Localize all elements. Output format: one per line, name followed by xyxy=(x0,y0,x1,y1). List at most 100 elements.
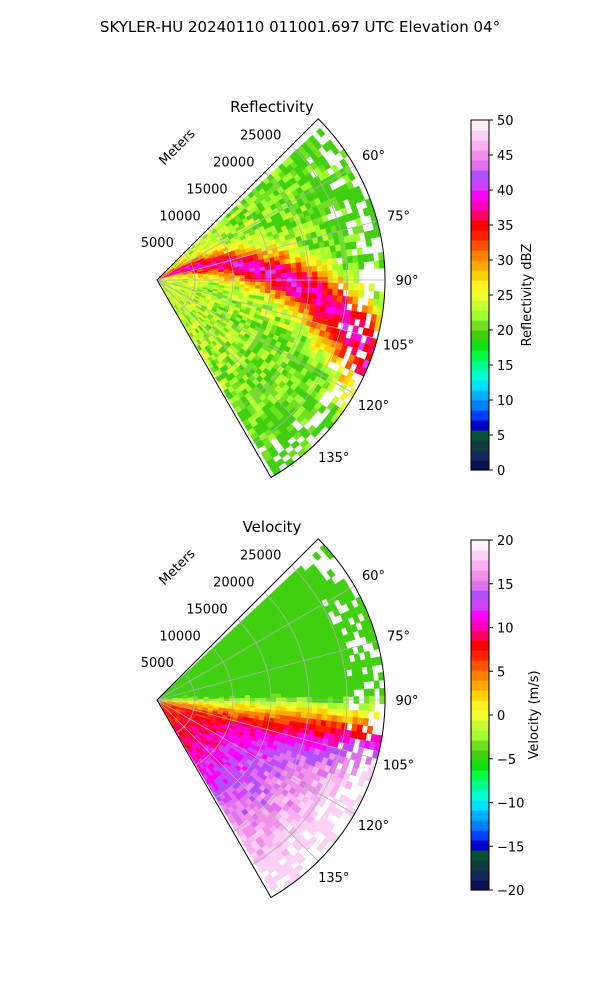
colorbar-block xyxy=(471,410,489,421)
colorbar-block xyxy=(471,540,489,551)
colorbar-block xyxy=(471,610,489,621)
colorbar-block xyxy=(471,720,489,731)
r-tick-label: 15000 xyxy=(186,182,227,197)
colorbar-block xyxy=(471,260,489,271)
colorbar-tick-label: −15 xyxy=(497,840,524,855)
theta-gridline xyxy=(156,640,378,701)
colorbar-block xyxy=(471,440,489,451)
colorbar-block xyxy=(471,380,489,391)
theta-tick-label: 135° xyxy=(318,871,349,886)
r-tick-label: 25000 xyxy=(240,549,281,564)
theta-tick-label: 105° xyxy=(383,339,414,354)
colorbar-block xyxy=(471,330,489,341)
colorbar-block xyxy=(471,230,489,241)
colorbar-block xyxy=(471,760,489,771)
reflectivity-colorbar-label: Reflectivity dBZ xyxy=(520,244,535,347)
colorbar-block xyxy=(471,880,489,891)
colorbar-tick-label: 15 xyxy=(497,578,514,593)
colorbar-block xyxy=(471,200,489,211)
colorbar-block xyxy=(471,240,489,251)
theta-gridline xyxy=(156,699,355,815)
r-gridline xyxy=(213,619,272,800)
colorbar-block xyxy=(471,630,489,641)
theta-tick-label: 135° xyxy=(318,451,349,466)
r-gridline xyxy=(194,645,234,767)
velocity-title: Velocity xyxy=(243,518,302,536)
r-tick-label: 10000 xyxy=(159,629,200,644)
colorbar-block xyxy=(471,850,489,861)
theta-gridline xyxy=(156,585,355,701)
colorbar-block xyxy=(471,830,489,841)
colorbar-block xyxy=(471,770,489,781)
r-tick-label: 5000 xyxy=(141,656,174,671)
theta-tick-label: 105° xyxy=(383,759,414,774)
reflectivity-colorbar-ticks: 0 5 10 15 20 25 30 35 40 45 50 xyxy=(489,114,514,479)
reflectivity-axis-labels: 5000 10000 15000 20000 25000 60° 75° 90° 105° 120… xyxy=(141,129,419,466)
colorbar-tick-label: 35 xyxy=(497,219,514,234)
colorbar-block xyxy=(471,130,489,141)
colorbar-block xyxy=(471,800,489,811)
colorbar-tick-label: −20 xyxy=(497,884,524,899)
colorbar-block xyxy=(471,450,489,461)
velocity-colorbar-label: Velocity (m/s) xyxy=(527,670,542,759)
theta-gridline xyxy=(156,279,319,442)
r-tick-label: 25000 xyxy=(240,129,281,144)
colorbar-tick-label: 0 xyxy=(497,709,505,724)
colorbar-block xyxy=(471,810,489,821)
theta-gridline xyxy=(156,279,355,395)
sector-outline xyxy=(156,118,386,479)
colorbar-block xyxy=(471,700,489,711)
colorbar-block xyxy=(471,210,489,221)
colorbar-tick-label: 15 xyxy=(497,359,514,374)
r-tick-label: 20000 xyxy=(213,156,254,171)
colorbar-tick-label: −5 xyxy=(497,753,516,768)
colorbar-tick-label: 20 xyxy=(497,324,514,339)
colorbar-tick-label: 45 xyxy=(497,149,514,164)
colorbar-block xyxy=(471,340,489,351)
colorbar-block xyxy=(471,190,489,201)
colorbar-block xyxy=(471,640,489,651)
theta-tick-label: 75° xyxy=(387,629,410,644)
colorbar-block xyxy=(471,370,489,381)
colorbar-block xyxy=(471,650,489,661)
r-gridline xyxy=(251,145,348,445)
velocity-colorbar-scale xyxy=(471,540,489,891)
velocity-colorbar: −20 −15 −10 −5 0 5 10 15 20 Velocity (m/s) xyxy=(470,534,542,899)
theta-tick-label: 60° xyxy=(362,149,385,164)
theta-tick-label: 120° xyxy=(358,819,389,834)
reflectivity-title: Reflectivity xyxy=(230,98,314,116)
theta-tick-label: 60° xyxy=(362,569,385,584)
r-gridline xyxy=(175,672,196,734)
velocity-grid xyxy=(156,538,386,899)
theta-tick-label: 75° xyxy=(387,209,410,224)
colorbar-tick-label: 40 xyxy=(497,184,514,199)
colorbar-block xyxy=(471,420,489,431)
figure-suptitle: SKYLER-HU 20240110 011001.697 UTC Elevat… xyxy=(100,18,500,36)
r-tick-label: 5000 xyxy=(141,236,174,251)
colorbar-block xyxy=(471,680,489,691)
colorbar-block xyxy=(471,150,489,161)
r-gridline xyxy=(175,252,196,314)
theta-tick-label: 90° xyxy=(395,274,418,289)
colorbar-block xyxy=(471,120,489,131)
colorbar-block xyxy=(471,560,489,571)
colorbar-tick-label: 20 xyxy=(497,534,514,549)
colorbar-block xyxy=(471,860,489,871)
velocity-panel: Velocity 5000 10000 15000 20000 25000 60° 75° 9… xyxy=(141,518,419,899)
reflectivity-colorbar: 0 5 10 15 20 25 30 35 40 45 50 Reflectivity dBZ xyxy=(470,114,535,479)
colorbar-tick-label: 30 xyxy=(497,254,514,269)
colorbar-block xyxy=(471,320,489,331)
colorbar-tick-label: 10 xyxy=(497,622,514,637)
colorbar-block xyxy=(471,310,489,321)
theta-gridline xyxy=(156,279,378,340)
r-tick-label: 20000 xyxy=(213,576,254,591)
colorbar-block xyxy=(471,250,489,261)
colorbar-tick-label: 5 xyxy=(497,665,505,680)
reflectivity-r-axis-label: Meters xyxy=(157,126,199,168)
colorbar-block xyxy=(471,870,489,881)
colorbar-block xyxy=(471,710,489,721)
colorbar-block xyxy=(471,620,489,631)
colorbar-block xyxy=(471,430,489,441)
colorbar-block xyxy=(471,400,489,411)
colorbar-block xyxy=(471,690,489,701)
